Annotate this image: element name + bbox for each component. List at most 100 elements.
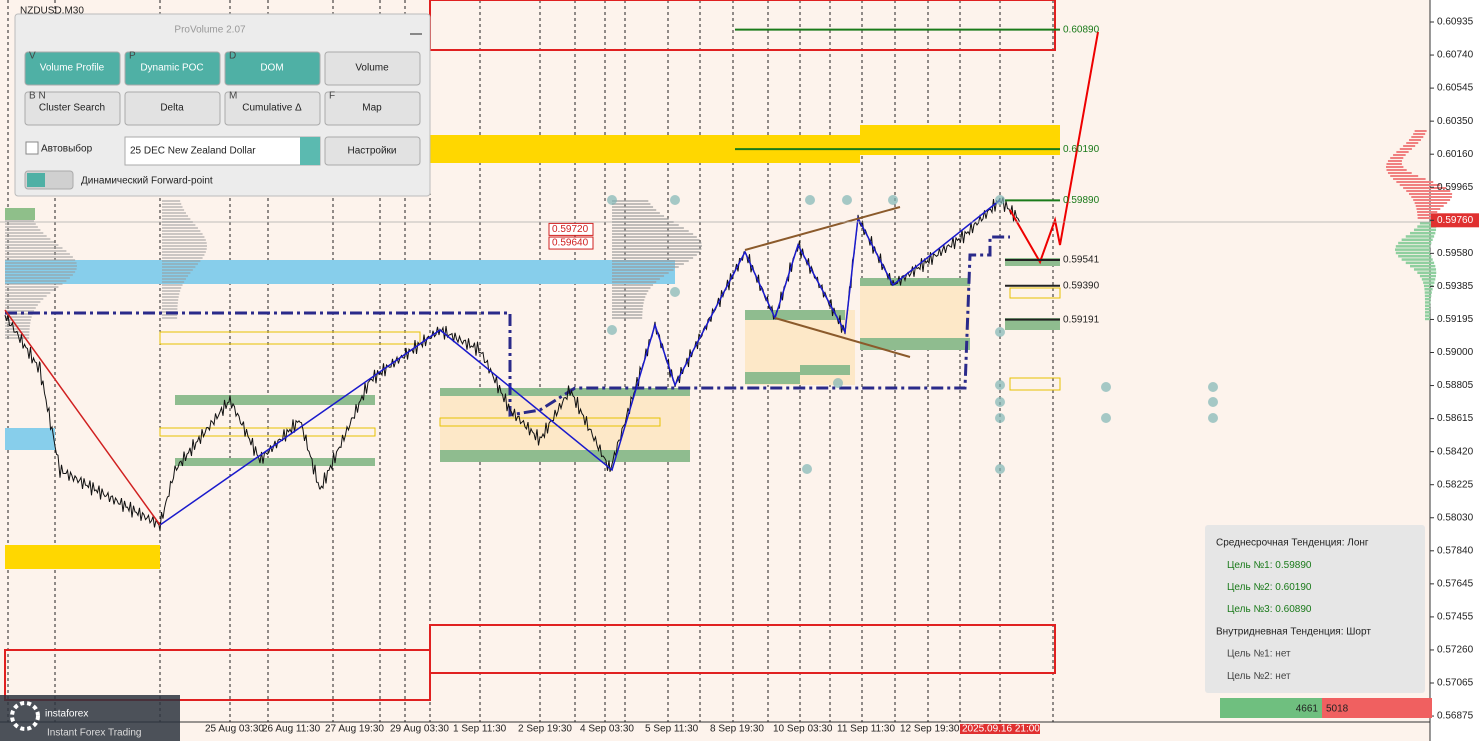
zone — [860, 338, 970, 350]
profile-bar — [1414, 130, 1427, 132]
profile-bar — [1410, 231, 1436, 235]
button-label: Volume Profile — [40, 63, 105, 74]
settings-button[interactable] — [324, 136, 421, 166]
panel-button[interactable] — [24, 91, 121, 126]
price-label: 0.58805 — [1437, 380, 1474, 391]
instrument-select[interactable] — [124, 136, 321, 166]
profile-bar — [1423, 284, 1434, 288]
profile-bar — [5, 316, 32, 318]
time-label: 2 Sep 19:30 — [518, 724, 572, 735]
profile-bar — [162, 302, 178, 304]
marker — [842, 195, 852, 205]
button-hotkey: D — [229, 51, 236, 62]
profile-bar — [162, 206, 183, 208]
panel-button[interactable] — [324, 91, 421, 126]
profile-bar — [1386, 163, 1402, 165]
zone-box — [439, 417, 661, 427]
info-line: Цель №2: нет — [1227, 671, 1291, 682]
profile-bar — [162, 209, 185, 211]
zone — [5, 260, 675, 284]
profile-bar — [5, 256, 73, 258]
profile-bar — [612, 251, 700, 253]
info-line: Внутридневная Тенденция: Шорт — [1216, 626, 1371, 637]
profile-bar — [1424, 291, 1432, 294]
profile-bar — [5, 232, 44, 234]
price-label: 0.60160 — [1437, 149, 1474, 160]
button-hotkey: F — [329, 91, 335, 102]
profile-bar — [1408, 193, 1453, 195]
time-label: 11 Sep 11:30 — [837, 724, 895, 735]
panel-button[interactable] — [224, 51, 321, 86]
panel-button[interactable] — [124, 51, 221, 86]
profile-bar — [1415, 205, 1444, 207]
profile-bar — [5, 244, 59, 246]
price-label: 0.59000 — [1437, 347, 1474, 358]
profile-bar — [612, 296, 646, 298]
panel-button[interactable] — [324, 51, 421, 86]
profile-bar — [612, 272, 669, 274]
profile-bar — [5, 301, 41, 303]
checkbox[interactable] — [25, 141, 39, 155]
price-label: 0.58225 — [1437, 479, 1474, 490]
zone-box — [4, 649, 431, 701]
marker — [1101, 382, 1111, 392]
profile-bar — [1393, 178, 1426, 180]
marker — [802, 464, 812, 474]
price-label: 0.59580 — [1437, 248, 1474, 259]
panel-button[interactable] — [24, 51, 121, 86]
price-label: 0.60350 — [1437, 116, 1474, 127]
info-line: Цель №3: 0.60890 — [1227, 604, 1312, 615]
profile-bar — [612, 260, 689, 262]
profile-bar — [1424, 311, 1431, 314]
price-label: 0.59965 — [1437, 182, 1474, 193]
profile-bar — [1421, 278, 1436, 281]
level-label: 0.60190 — [1063, 144, 1100, 155]
profile-bar — [1419, 222, 1436, 225]
profile-bar — [1411, 136, 1424, 138]
price-label: 0.60740 — [1437, 50, 1474, 61]
marker — [995, 380, 1005, 390]
profile-bar — [5, 250, 67, 252]
profile-bar — [1386, 166, 1404, 168]
profile-bar — [162, 233, 203, 235]
panel-button[interactable] — [224, 91, 321, 126]
profile-bar — [162, 212, 186, 214]
profile-bar — [1408, 139, 1421, 141]
marker — [607, 325, 617, 335]
support-line — [5, 235, 1010, 417]
button-hotkey: V — [29, 51, 36, 62]
profile-bar — [612, 269, 674, 271]
profile-bar — [612, 293, 647, 295]
level-label: 0.59890 — [1063, 195, 1100, 206]
marker — [1208, 413, 1218, 423]
profile-bar — [162, 263, 198, 265]
profile-bar — [5, 229, 41, 231]
zone — [800, 365, 850, 375]
panel-button[interactable] — [124, 91, 221, 126]
logo-tagline: Instant Forex Trading — [47, 728, 142, 739]
price-label: 0.58030 — [1437, 512, 1474, 523]
zone — [860, 285, 970, 345]
info-line: Среднесрочная Тенденция: Лонг — [1216, 538, 1369, 549]
profile-bar — [162, 269, 193, 271]
profile-bar — [612, 287, 651, 289]
profile-bar — [5, 310, 35, 312]
profile-bar — [612, 266, 679, 268]
button-hotkey: P — [129, 51, 136, 62]
counter: 5018 — [1326, 704, 1349, 715]
profile-bar — [162, 251, 206, 253]
button-label: Cumulative Δ — [242, 103, 302, 114]
profile-bar — [612, 224, 679, 226]
select-arrows — [300, 137, 320, 165]
profile-bar — [1413, 199, 1451, 201]
profile-bar — [1424, 297, 1431, 301]
profile-bar — [612, 233, 694, 235]
profile-bar — [1411, 196, 1452, 198]
marker — [995, 327, 1005, 337]
profile-bar — [612, 317, 643, 319]
zone — [860, 278, 970, 286]
profile-bar — [5, 295, 47, 297]
profile-bar — [1424, 288, 1433, 291]
window-title: NZDUSD,M30 — [20, 6, 84, 17]
time-label: 12 Sep 19:30 — [900, 724, 960, 735]
